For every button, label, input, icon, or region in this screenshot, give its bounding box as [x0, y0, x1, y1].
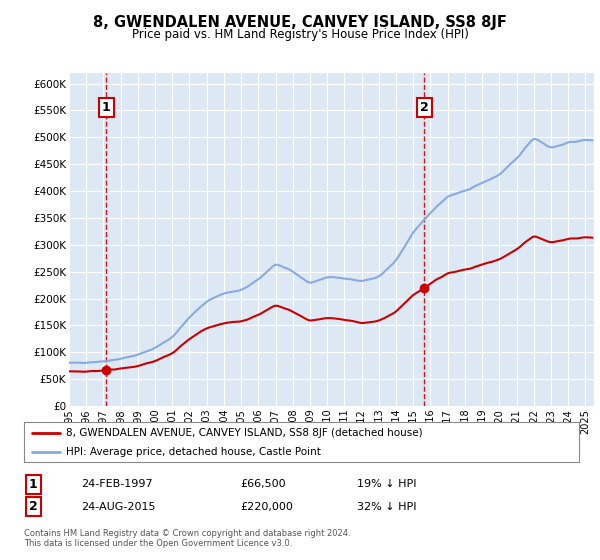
Text: 2: 2	[420, 101, 429, 114]
Text: 2: 2	[29, 500, 37, 514]
Text: Contains HM Land Registry data © Crown copyright and database right 2024.
This d: Contains HM Land Registry data © Crown c…	[24, 529, 350, 548]
Text: 24-AUG-2015: 24-AUG-2015	[81, 502, 155, 512]
Text: 1: 1	[29, 478, 37, 491]
Text: HPI: Average price, detached house, Castle Point: HPI: Average price, detached house, Cast…	[65, 447, 320, 457]
Text: 8, GWENDALEN AVENUE, CANVEY ISLAND, SS8 8JF: 8, GWENDALEN AVENUE, CANVEY ISLAND, SS8 …	[93, 15, 507, 30]
Text: £66,500: £66,500	[240, 479, 286, 489]
Text: Price paid vs. HM Land Registry's House Price Index (HPI): Price paid vs. HM Land Registry's House …	[131, 28, 469, 41]
Text: 24-FEB-1997: 24-FEB-1997	[81, 479, 152, 489]
Text: 8, GWENDALEN AVENUE, CANVEY ISLAND, SS8 8JF (detached house): 8, GWENDALEN AVENUE, CANVEY ISLAND, SS8 …	[65, 428, 422, 437]
Text: 1: 1	[101, 101, 110, 114]
Text: £220,000: £220,000	[240, 502, 293, 512]
Text: 32% ↓ HPI: 32% ↓ HPI	[357, 502, 416, 512]
Text: 19% ↓ HPI: 19% ↓ HPI	[357, 479, 416, 489]
